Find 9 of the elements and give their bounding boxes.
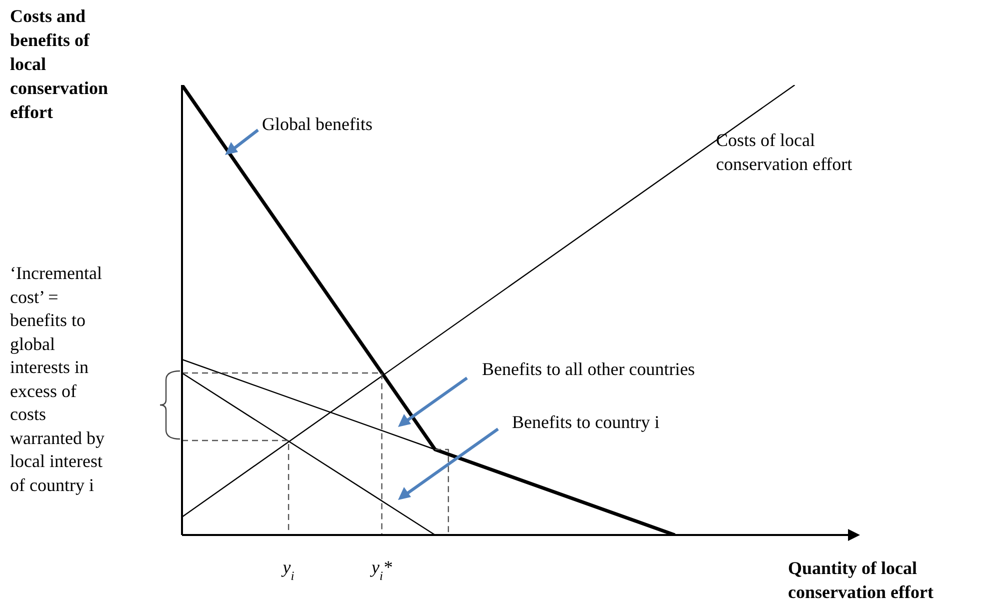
x-axis-title: Quantity of local conservation effort xyxy=(788,557,934,604)
series-label: Costs of local conservation effort xyxy=(716,129,854,176)
x-tick-label: y$_{i}$ xyxy=(280,557,295,583)
text: ‘Incremental cost’ = benefits to global interests in excess of costs warranted by local interest of country i xyxy=(10,263,104,494)
y-axis-title: Costs and benefits of local conservation effort xyxy=(10,5,109,124)
text: Global benefits xyxy=(262,113,374,136)
text: Benefits to all other countries xyxy=(482,358,696,381)
text: Benefits to country i xyxy=(512,411,660,434)
x-tick-label: y$_{i}$* xyxy=(370,557,392,583)
